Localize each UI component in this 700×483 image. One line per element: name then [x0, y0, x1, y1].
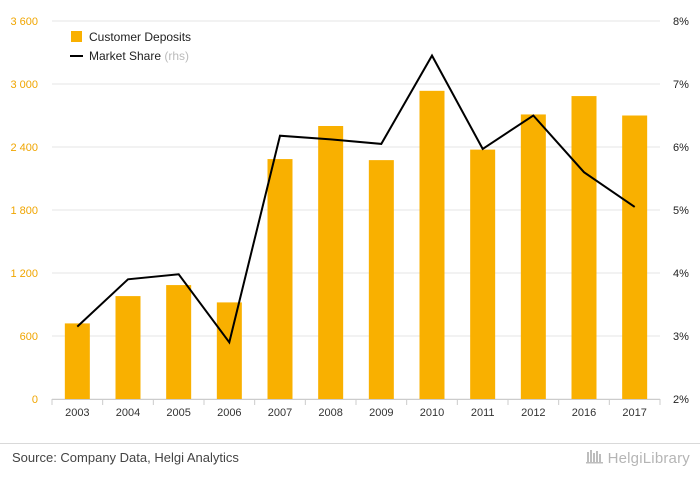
legend: Customer Deposits Market Share (rhs) [70, 30, 191, 63]
left-tick-label: 2 400 [10, 142, 38, 154]
line-point[interactable] [328, 137, 333, 142]
legend-suffix: (rhs) [164, 49, 189, 63]
right-tick-label: 8% [673, 16, 689, 28]
bar[interactable] [318, 126, 344, 399]
line-point[interactable] [582, 170, 587, 175]
x-tick-label: 2017 [622, 407, 646, 419]
line-series [75, 53, 637, 345]
right-tick-label: 6% [673, 142, 689, 154]
bar-series [64, 90, 648, 400]
left-tick-label: 1 800 [10, 205, 38, 217]
x-tick-label: 2007 [268, 407, 292, 419]
line-point[interactable] [480, 146, 485, 151]
right-tick-label: 7% [673, 79, 689, 91]
right-axis-ticks: 2% 3% 4% 5% 6% 7% 8% [673, 16, 689, 406]
x-tick-label: 2008 [318, 407, 342, 419]
left-tick-label: 3 000 [10, 79, 38, 91]
line-point[interactable] [126, 277, 131, 282]
bar[interactable] [419, 90, 445, 399]
bar[interactable] [216, 302, 242, 399]
library-icon [585, 448, 604, 468]
line-point[interactable] [227, 340, 232, 345]
x-tick-label: 2011 [471, 407, 495, 419]
market-share-line[interactable] [76, 53, 636, 345]
right-tick-label: 4% [673, 268, 689, 280]
x-axis: 2003 2004 2005 2006 2007 2008 2009 2010 2011 2012… [51, 399, 661, 419]
bar[interactable] [571, 96, 597, 399]
left-tick-label: 3 600 [10, 16, 38, 28]
source-note: Source: Company Data, Helgi Analytics [12, 450, 239, 465]
line-point[interactable] [632, 204, 637, 209]
footer-divider [0, 443, 700, 444]
x-tick-label: 2016 [572, 407, 596, 419]
line-point[interactable] [531, 113, 536, 118]
right-tick-label: 3% [673, 331, 689, 343]
brand-name: HelgiLibrary [607, 449, 690, 467]
bar[interactable] [115, 296, 141, 399]
gridlines [52, 20, 660, 400]
bar[interactable] [622, 115, 648, 400]
brand-logo[interactable]: HelgiLibrary [585, 448, 690, 468]
bar[interactable] [470, 149, 496, 399]
line-point[interactable] [379, 141, 384, 146]
bar[interactable] [368, 160, 394, 399]
line-point[interactable] [176, 272, 181, 277]
x-tick-label: 2005 [166, 407, 190, 419]
x-tick-label: 2003 [65, 407, 89, 419]
chart: 0 600 1 200 1 800 2 400 3 000 3 600 2% 3% 4% 5% 6%… [10, 16, 689, 419]
bar[interactable] [166, 285, 192, 399]
bar[interactable] [267, 159, 293, 399]
bar[interactable] [520, 114, 546, 399]
x-tick-label: 2006 [217, 407, 241, 419]
left-axis-ticks: 0 600 1 200 1 800 2 400 3 000 3 600 [10, 16, 38, 406]
line-point[interactable] [278, 133, 283, 138]
right-tick-label: 5% [673, 205, 689, 217]
legend-label: Customer Deposits [89, 30, 191, 44]
x-tick-label: 2004 [116, 407, 140, 419]
left-tick-label: 1 200 [10, 268, 38, 280]
left-tick-label: 600 [20, 331, 38, 343]
line-point[interactable] [430, 53, 435, 58]
legend-label: Market Share (rhs) [89, 49, 189, 63]
x-tick-label: 2009 [369, 407, 393, 419]
x-tick-label: 2010 [420, 407, 444, 419]
x-tick-label: 2012 [521, 407, 545, 419]
right-tick-label: 2% [673, 394, 689, 406]
bar[interactable] [64, 323, 90, 399]
left-tick-label: 0 [32, 394, 38, 406]
line-point[interactable] [75, 324, 80, 329]
legend-swatch-bar [71, 31, 82, 42]
